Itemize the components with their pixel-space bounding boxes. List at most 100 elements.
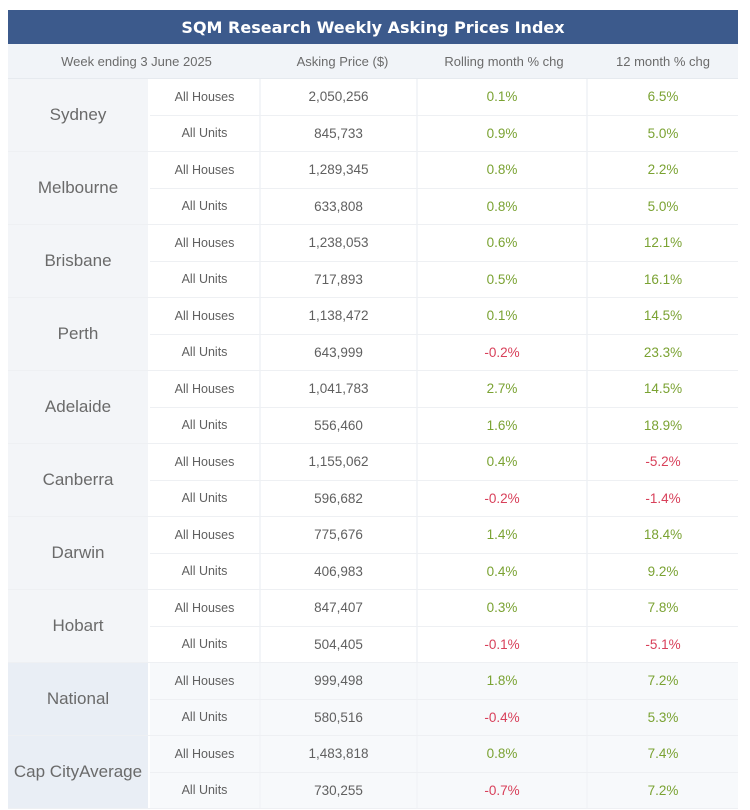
- rolling-month-change: 0.9%: [418, 115, 588, 151]
- rolling-month-change: 2.7%: [418, 371, 588, 407]
- twelve-month-change: 14.5%: [643, 308, 683, 324]
- rolling-month-change: 0.8%: [418, 188, 588, 224]
- table-row: All Units 845,733 0.9% 5.0%: [150, 114, 738, 151]
- twelve-month-change: 5.0%: [647, 125, 679, 141]
- property-type: All Units: [150, 188, 261, 224]
- table-row: All Units 504,405 -0.1% -5.1%: [150, 625, 738, 662]
- city-name: National: [8, 663, 150, 735]
- table-row: All Units 556,460 1.6% 18.9%: [150, 406, 738, 443]
- property-type: All Units: [150, 407, 261, 443]
- city-name: Melbourne: [8, 152, 150, 224]
- table-row: All Houses 1,138,472 0.1% 14.5%: [150, 298, 738, 334]
- property-type: All Units: [150, 261, 261, 297]
- twelve-month-change: 16.1%: [643, 271, 683, 287]
- asking-price: 999,498: [261, 663, 418, 699]
- rolling-month-change: 0.5%: [418, 261, 588, 297]
- asking-price: 580,516: [261, 699, 418, 735]
- asking-price: 775,676: [261, 517, 418, 553]
- header-12-month: 12 month % chg: [616, 53, 710, 69]
- table-row: All Units 406,983 0.4% 9.2%: [150, 552, 738, 589]
- asking-price: 596,682: [261, 480, 418, 516]
- city-block: Perth All Houses 1,138,472 0.1% 14.5% All Uni…: [8, 298, 738, 371]
- asking-price: 1,289,345: [261, 152, 418, 188]
- city-name: Canberra: [8, 444, 150, 516]
- asking-price: 1,041,783: [261, 371, 418, 407]
- city-block: Sydney All Houses 2,050,256 0.1% 6.5% All Uni…: [8, 79, 738, 152]
- rolling-month-change: 1.8%: [418, 663, 588, 699]
- table-row: All Houses 1,155,062 0.4% -5.2%: [150, 444, 738, 480]
- city-block: Hobart All Houses 847,407 0.3% 7.8% All Units…: [8, 590, 738, 663]
- property-type: All Houses: [150, 736, 261, 772]
- property-type: All Houses: [150, 371, 261, 407]
- property-type: All Units: [150, 772, 261, 808]
- twelve-month-change: 5.3%: [647, 709, 679, 725]
- asking-price: 556,460: [261, 407, 418, 443]
- rolling-month-change: 0.4%: [418, 553, 588, 589]
- price-index-table: SQM Research Weekly Asking Prices Index …: [8, 10, 738, 809]
- city-name: Brisbane: [8, 225, 150, 297]
- property-type: All Units: [150, 699, 261, 735]
- property-type: All Units: [150, 480, 261, 516]
- property-type: All Houses: [150, 444, 261, 480]
- table-title: SQM Research Weekly Asking Prices Index: [8, 10, 738, 44]
- city-name-line: Average: [79, 762, 143, 781]
- rolling-month-change: -0.7%: [418, 772, 588, 808]
- city-block: Darwin All Houses 775,676 1.4% 18.4% All Unit…: [8, 517, 738, 590]
- twelve-month-change: -1.4%: [645, 490, 681, 506]
- twelve-month-change: 9.2%: [647, 563, 679, 579]
- asking-price: 717,893: [261, 261, 418, 297]
- table-row: All Units 730,255 -0.7% 7.2%: [150, 771, 738, 808]
- property-type: All Houses: [150, 298, 261, 334]
- table-row: All Houses 1,041,783 2.7% 14.5%: [150, 371, 738, 407]
- twelve-month-change: 2.2%: [647, 162, 679, 178]
- asking-price: 504,405: [261, 626, 418, 662]
- twelve-month-change: 7.8%: [647, 600, 679, 616]
- rolling-month-change: 1.4%: [418, 517, 588, 553]
- twelve-month-change: -5.1%: [645, 636, 681, 652]
- twelve-month-change: -5.2%: [645, 454, 681, 470]
- asking-price: 730,255: [261, 772, 418, 808]
- table-row: All Units 580,516 -0.4% 5.3%: [150, 698, 738, 735]
- rolling-month-change: 0.6%: [418, 225, 588, 261]
- twelve-month-change: 6.5%: [647, 89, 679, 105]
- twelve-month-change: 5.0%: [647, 198, 679, 214]
- asking-price: 2,050,256: [261, 79, 418, 115]
- property-type: All Houses: [150, 152, 261, 188]
- twelve-month-change: 23.3%: [643, 344, 683, 360]
- city-block: National All Houses 999,498 1.8% 7.2% All Uni…: [8, 663, 738, 736]
- city-name: Darwin: [8, 517, 150, 589]
- table-row: All Houses 2,050,256 0.1% 6.5%: [150, 79, 738, 115]
- city-block: Canberra All Houses 1,155,062 0.4% -5.2% All …: [8, 444, 738, 517]
- asking-price: 1,483,818: [261, 736, 418, 772]
- city-name: Sydney: [8, 79, 150, 151]
- asking-price: 406,983: [261, 553, 418, 589]
- asking-price: 845,733: [261, 115, 418, 151]
- asking-price: 1,238,053: [261, 225, 418, 261]
- table-row: All Units 633,808 0.8% 5.0%: [150, 187, 738, 224]
- table-row: All Houses 1,483,818 0.8% 7.4%: [150, 736, 738, 772]
- header-week: Week ending 3 June 2025: [61, 53, 212, 69]
- property-type: All Houses: [150, 590, 261, 626]
- property-type: All Houses: [150, 517, 261, 553]
- rolling-month-change: 0.1%: [418, 298, 588, 334]
- property-type: All Units: [150, 334, 261, 370]
- asking-price: 847,407: [261, 590, 418, 626]
- asking-price: 1,155,062: [261, 444, 418, 480]
- rolling-month-change: -0.1%: [418, 626, 588, 662]
- table-row: All Units 596,682 -0.2% -1.4%: [150, 479, 738, 516]
- rolling-month-change: -0.2%: [418, 480, 588, 516]
- table-row: All Houses 847,407 0.3% 7.8%: [150, 590, 738, 626]
- rolling-month-change: 1.6%: [418, 407, 588, 443]
- table-row: All Houses 1,238,053 0.6% 12.1%: [150, 225, 738, 261]
- twelve-month-change: 7.4%: [647, 746, 679, 762]
- twelve-month-change: 7.2%: [647, 782, 679, 798]
- city-name: Adelaide: [8, 371, 150, 443]
- property-type: All Units: [150, 626, 261, 662]
- city-block: Brisbane All Houses 1,238,053 0.6% 12.1% All …: [8, 225, 738, 298]
- header-rolling-month: Rolling month % chg: [444, 53, 564, 69]
- rolling-month-change: 0.8%: [418, 736, 588, 772]
- table-row: All Houses 775,676 1.4% 18.4%: [150, 517, 738, 553]
- property-type: All Units: [150, 553, 261, 589]
- city-name: Perth: [8, 298, 150, 370]
- table-row: All Units 643,999 -0.2% 23.3%: [150, 333, 738, 370]
